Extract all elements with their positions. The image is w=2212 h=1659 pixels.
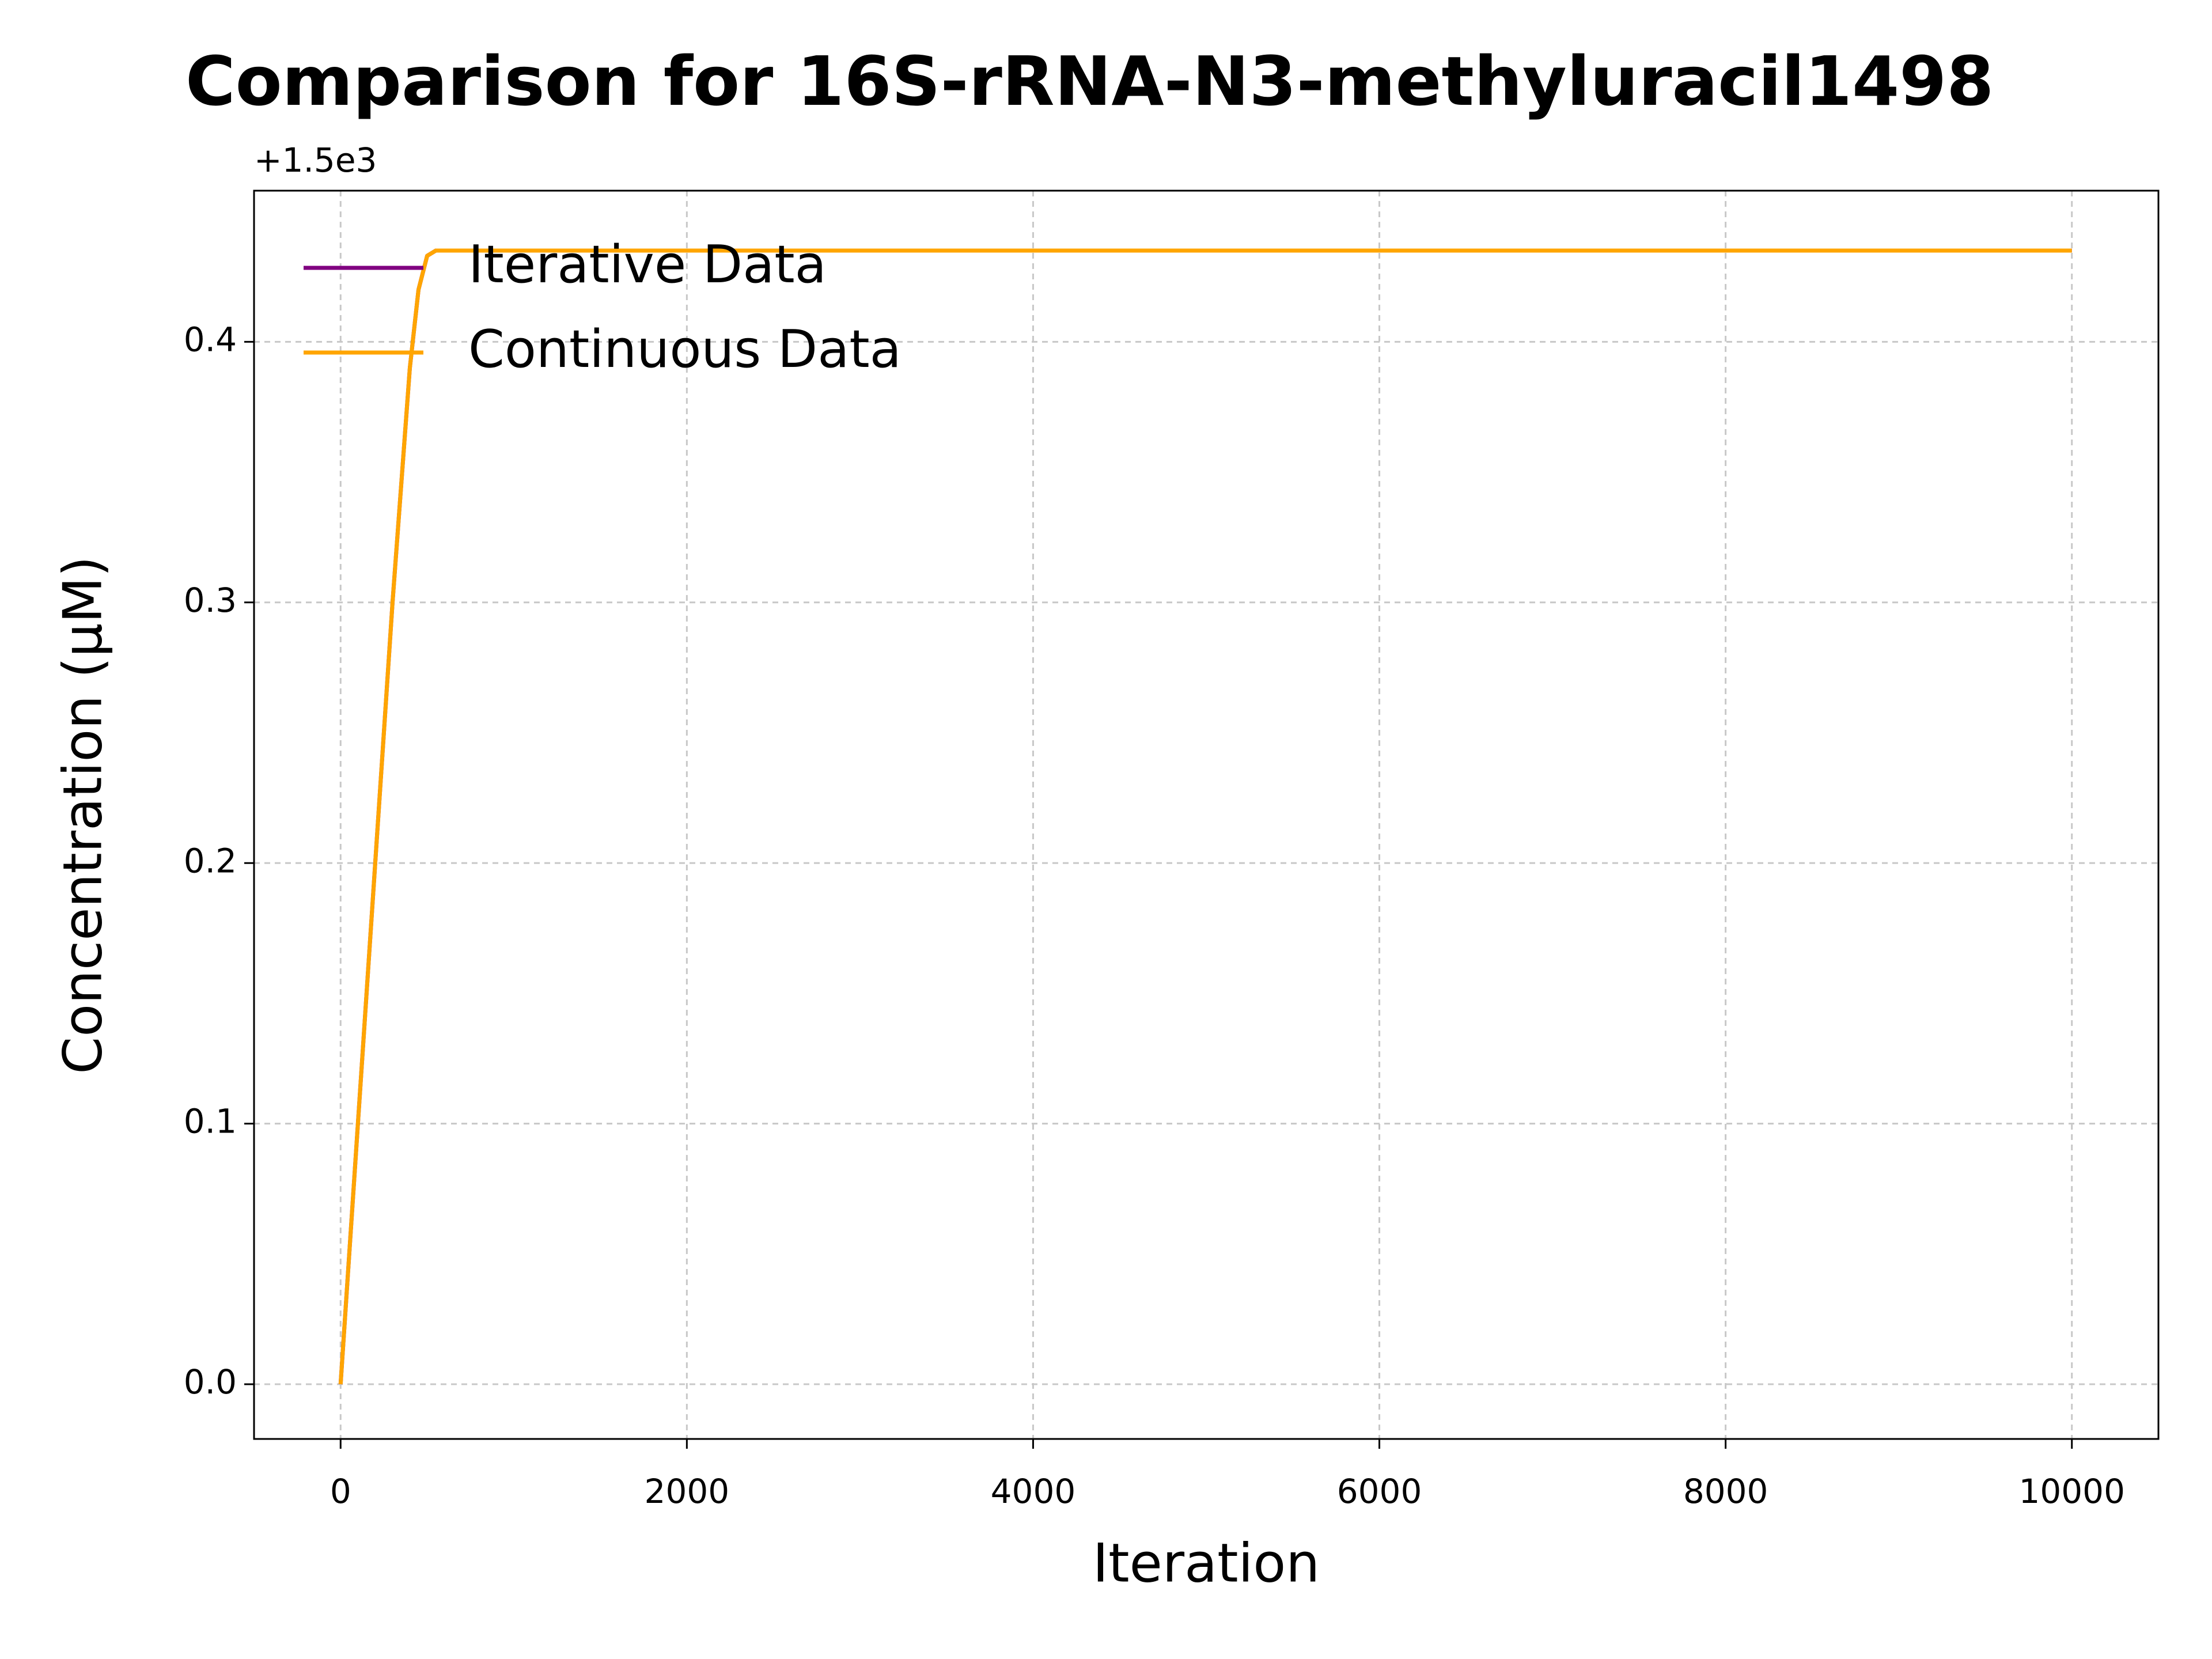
y-axis-label: Concentration (μM) — [51, 556, 113, 1074]
x-tick-label: 4000 — [991, 1472, 1076, 1511]
x-tick-label: 8000 — [1683, 1472, 1768, 1511]
data-line — [338, 248, 2072, 1385]
y-tick-label: 0.2 — [184, 841, 237, 880]
plot-frame — [253, 190, 2160, 1440]
legend-label: Iterative Data — [468, 234, 827, 295]
y-offset-label: +1.5e3 — [254, 141, 377, 180]
x-tick-label: 10000 — [2018, 1472, 2125, 1511]
x-axis-label: Iteration — [1093, 1532, 1320, 1594]
chart-title: Comparison for 16S-rRNA-N3-methyluracil1… — [185, 41, 1994, 121]
y-tick-label: 0.4 — [184, 320, 237, 359]
x-tick-label: 2000 — [645, 1472, 730, 1511]
y-tick-label: 0.3 — [184, 581, 237, 620]
legend-label: Continuous Data — [468, 319, 902, 380]
y-tick-label: 0.0 — [184, 1362, 237, 1402]
y-tick-label: 0.1 — [184, 1102, 237, 1141]
x-tick-label: 6000 — [1337, 1472, 1422, 1511]
x-tick-label: 0 — [330, 1472, 351, 1511]
